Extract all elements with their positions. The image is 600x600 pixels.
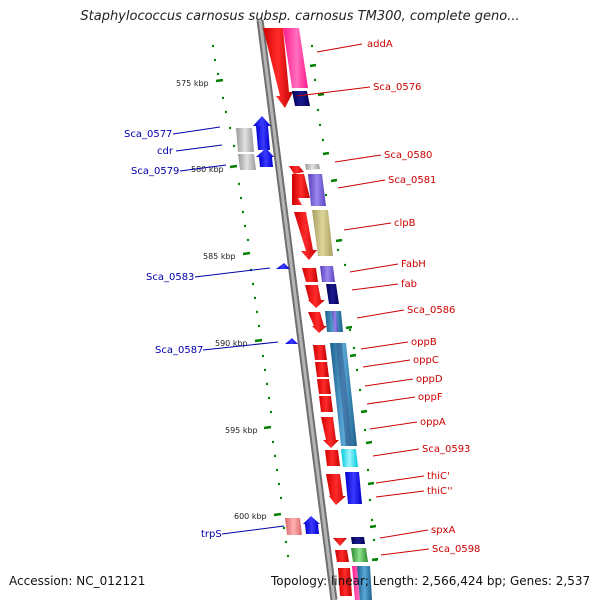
gene-label-Sca_0577: Sca_0577 bbox=[124, 129, 172, 140]
gene-feature-tail-red bbox=[338, 568, 352, 596]
gene-feature-FabH bbox=[320, 266, 335, 282]
gene-label-thiC-double-prime: thiC'' bbox=[427, 486, 453, 497]
forward-leader-lines bbox=[296, 43, 430, 556]
kbp-label-580: 580 kbp bbox=[191, 165, 224, 174]
gene-feature-trpS-arrowhead bbox=[303, 516, 320, 524]
gene-feature-FabH-leader bbox=[302, 268, 318, 282]
gene-feature-clpB-leader bbox=[294, 212, 317, 260]
map-title: Staphylococcus carnosus subsp. carnosus … bbox=[80, 9, 520, 24]
gene-feature-Sca_0579-gray bbox=[238, 154, 256, 170]
genome-summary-text: Topology: linear; Length: 2,566,424 bp; … bbox=[271, 574, 591, 588]
gene-feature-oppC-leader bbox=[315, 362, 329, 377]
gene-feature-Sca_0580 bbox=[289, 166, 304, 174]
gene-feature-Sca_0593-leader bbox=[325, 450, 340, 466]
gene-feature-Sca_0598-leader bbox=[335, 550, 349, 562]
gene-label-oppC: oppC bbox=[413, 355, 439, 366]
gene-label-spxA: spxA bbox=[431, 525, 455, 536]
gene-feature-Sca_0586-mark bbox=[332, 311, 338, 332]
gene-feature-trpS bbox=[305, 524, 319, 534]
gene-label-oppD: oppD bbox=[416, 374, 443, 385]
gene-feature-thiC-prime bbox=[326, 474, 346, 505]
gene-feature-Sca_0598 bbox=[351, 548, 368, 562]
accession-text: Accession: NC_012121 bbox=[9, 574, 146, 588]
kbp-label-590: 590 kbp bbox=[215, 339, 248, 348]
gene-feature-Sca_0587 bbox=[285, 338, 298, 344]
gene-feature-Sca_0583 bbox=[276, 263, 290, 269]
reverse-gene-features bbox=[236, 116, 320, 535]
kbp-label-595: 595 kbp bbox=[225, 426, 258, 435]
gene-label-Sca_0581: Sca_0581 bbox=[388, 175, 436, 186]
gene-feature-oppB-leader bbox=[313, 345, 327, 360]
gene-feature-Sca_0577 bbox=[256, 126, 270, 150]
gene-label-thiC-prime: thiC' bbox=[427, 471, 450, 482]
kbp-label-575: 575 kbp bbox=[176, 79, 209, 88]
gene-label-Sca_0583: Sca_0583 bbox=[146, 272, 194, 283]
gene-label-oppA: oppA bbox=[420, 417, 446, 428]
gene-feature-trpS-pink bbox=[285, 518, 302, 535]
gene-label-clpB: clpB bbox=[394, 218, 416, 229]
gene-label-Sca_0580: Sca_0580 bbox=[384, 150, 432, 161]
kbp-label-585: 585 kbp bbox=[203, 252, 236, 261]
gene-label-Sca_0593: Sca_0593 bbox=[422, 444, 470, 455]
reverse-leader-lines bbox=[172, 126, 285, 535]
forward-gene-features bbox=[263, 28, 372, 600]
gene-feature-oppF-leader bbox=[319, 396, 333, 412]
outer-tick-track-right bbox=[310, 44, 378, 562]
gene-feature-clpB bbox=[312, 210, 333, 256]
gene-feature-opp-operon-stripe bbox=[336, 343, 352, 446]
genome-backbone bbox=[256, 19, 338, 600]
gene-label-trpS: trpS bbox=[201, 529, 222, 540]
forward-gene-labels: addA Sca_0576 Sca_0580 Sca_0581 clpB Fab… bbox=[367, 39, 480, 555]
kbp-label-600: 600 kbp bbox=[234, 512, 267, 521]
gene-feature-fab-leader bbox=[305, 285, 325, 308]
gene-feature-Sca_0577-arrowhead bbox=[253, 116, 271, 126]
gene-feature-oppA-leader bbox=[321, 417, 339, 448]
gene-feature-addA bbox=[263, 28, 293, 108]
kbp-tick-marks bbox=[215, 63, 379, 562]
gene-feature-Sca_0586-leader bbox=[308, 312, 327, 333]
gene-feature-fab bbox=[326, 284, 339, 304]
gene-label-Sca_0587: Sca_0587 bbox=[155, 345, 203, 356]
gene-label-cdr: cdr bbox=[157, 146, 174, 157]
gene-feature-Sca_0581 bbox=[308, 174, 326, 206]
gene-label-Sca_0576: Sca_0576 bbox=[373, 82, 421, 93]
gene-label-addA: addA bbox=[367, 39, 393, 50]
gene-feature-Sca_0577-gray bbox=[236, 128, 254, 152]
gene-feature-oppD-leader bbox=[317, 379, 331, 394]
gene-feature-spxA-leader bbox=[333, 538, 347, 546]
gene-feature-Sca_0576 bbox=[292, 91, 310, 106]
gene-feature-tail-teal bbox=[357, 566, 372, 600]
outer-tick-track-left bbox=[211, 44, 290, 558]
gene-feature-Sca_0593 bbox=[341, 449, 358, 467]
gene-feature-thiC-double-prime bbox=[345, 472, 362, 504]
gene-label-Sca_0598: Sca_0598 bbox=[432, 544, 480, 555]
gene-feature-spxA bbox=[351, 537, 365, 544]
gene-label-fab: fab bbox=[401, 279, 417, 290]
gene-label-FabH: FabH bbox=[401, 259, 426, 270]
gene-label-oppB: oppB bbox=[411, 337, 437, 348]
gene-feature-Sca_0579-arrowhead bbox=[256, 148, 274, 157]
gene-label-Sca_0586: Sca_0586 bbox=[407, 305, 455, 316]
gene-feature-Sca_0579 bbox=[259, 157, 273, 167]
gene-label-Sca_0579: Sca_0579 bbox=[131, 166, 179, 177]
reverse-gene-labels: Sca_0577 cdr Sca_0579 Sca_0583 Sca_0587 … bbox=[124, 129, 222, 540]
gene-feature-addA-product bbox=[283, 28, 308, 88]
gene-label-oppF: oppF bbox=[418, 392, 443, 403]
gene-feature-Sca_0580-product bbox=[305, 164, 320, 170]
gene-feature-Sca_0581-leader bbox=[292, 174, 310, 205]
